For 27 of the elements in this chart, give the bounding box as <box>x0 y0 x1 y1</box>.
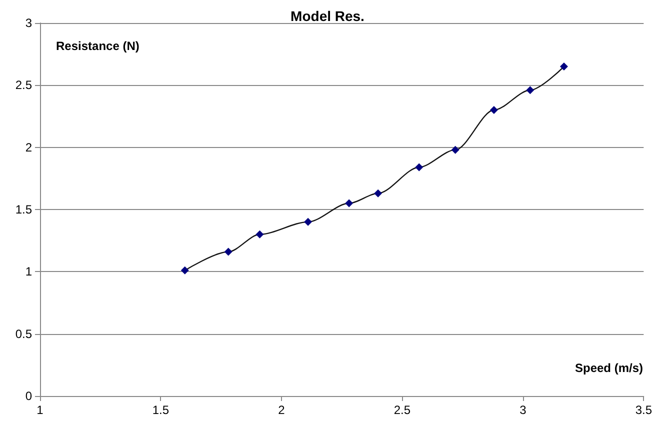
y-tick-label: 1.5 <box>15 202 32 216</box>
x-tick-label: 3 <box>520 403 527 417</box>
y-tick-label: 2.5 <box>15 78 32 92</box>
point <box>345 199 354 208</box>
point <box>304 218 312 226</box>
point <box>256 230 264 238</box>
x-axis-title: Speed (m/s) <box>574 361 644 375</box>
chart-title: Model Res. <box>290 8 364 24</box>
x-tick-label: 1 <box>36 403 44 417</box>
point <box>374 189 382 198</box>
point <box>526 86 534 94</box>
y-tick-label: 3 <box>25 16 32 30</box>
point <box>451 146 460 154</box>
x-tick-label: 1.5 <box>152 403 170 417</box>
point <box>490 106 498 114</box>
y-tick-label: 0.5 <box>15 326 32 341</box>
y-axis-title: Resistance (N) <box>56 39 140 53</box>
x-tick-label: 2 <box>278 403 286 417</box>
point <box>415 163 424 172</box>
y-tick-label: 2 <box>25 140 32 154</box>
point <box>560 62 568 71</box>
x-tick-label: 3.5 <box>635 403 652 417</box>
point <box>224 248 232 256</box>
point <box>180 266 189 274</box>
y-tick-label: 0 <box>25 389 32 403</box>
x-tick-label: 2.5 <box>394 403 411 417</box>
y-tick-label: 1 <box>25 264 32 279</box>
